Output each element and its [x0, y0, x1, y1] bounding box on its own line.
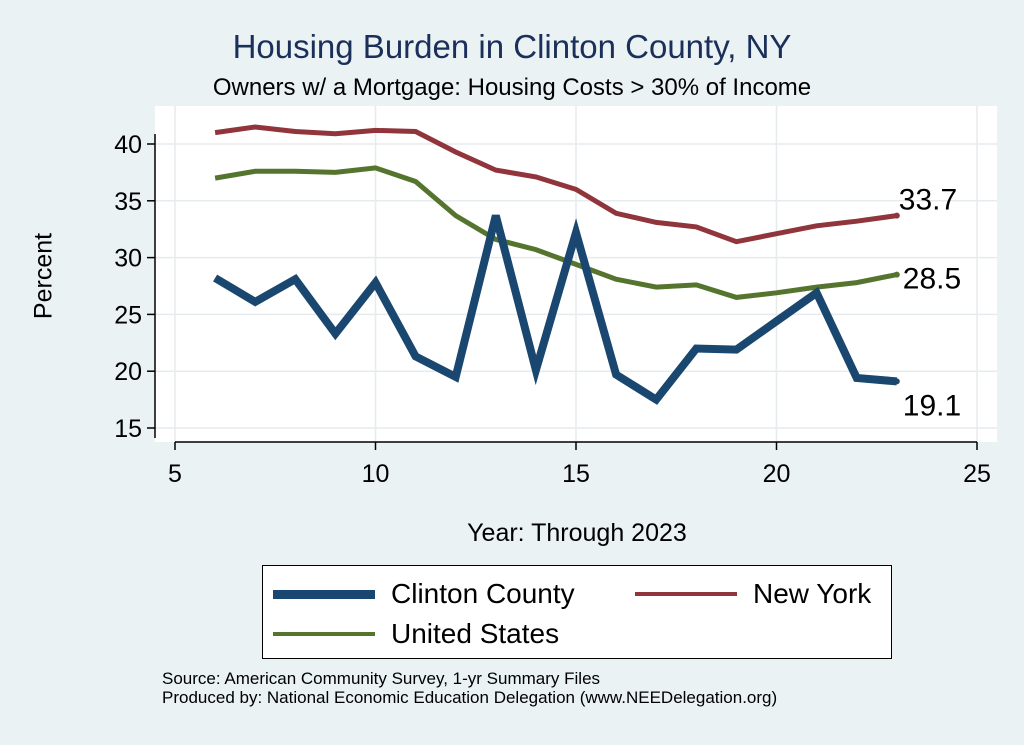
x-tick-label-20: 20: [763, 460, 791, 488]
legend-swatch-new-york: [635, 592, 737, 596]
axes: 15 20 25 30 35 40 5 10 15 20 25: [114, 131, 991, 488]
legend-item-united-states: United States: [273, 618, 559, 650]
series-lines: [213, 124, 900, 405]
y-tick-label-35: 35: [114, 188, 142, 216]
y-tick-label-40: 40: [114, 131, 142, 159]
producer-line: Produced by: National Economic Education…: [162, 688, 778, 707]
gridlines: [155, 106, 997, 442]
legend-item-clinton-county: Clinton County: [273, 578, 575, 610]
series-line-united-states: [214, 165, 898, 300]
source-note: Source: American Community Survey, 1-yr …: [162, 669, 777, 707]
legend: Clinton County New York United States: [262, 565, 892, 659]
chart-title: Housing Burden in Clinton County, NY: [232, 28, 792, 65]
y-tick-label-15: 15: [114, 415, 142, 443]
y-tick-label-20: 20: [114, 358, 142, 386]
legend-item-new-york: New York: [635, 578, 871, 610]
source-line: Source: American Community Survey, 1-yr …: [162, 669, 601, 688]
legend-swatch-clinton-county: [273, 589, 375, 599]
end-label-united-states: 28.5: [903, 263, 961, 296]
end-label-new-york: 33.7: [899, 184, 957, 217]
y-tick-label-30: 30: [114, 245, 142, 273]
x-axis-label: Year: Through 2023: [467, 519, 687, 547]
chart-subtitle: Owners w/ a Mortgage: Housing Costs > 30…: [212, 74, 812, 101]
x-tick-label-15: 15: [562, 460, 590, 488]
legend-label-united-states: United States: [391, 618, 560, 649]
x-tick-label-10: 10: [362, 460, 390, 488]
legend-swatch-united-states: [273, 632, 375, 636]
series-line-new-york: [214, 124, 898, 245]
end-point-united-states: [893, 271, 900, 278]
series-line-clinton-county: [213, 214, 898, 405]
x-tick-label-5: 5: [168, 460, 182, 488]
y-axis-label: Percent: [29, 232, 58, 320]
legend-label-clinton-county: Clinton County: [391, 578, 575, 609]
end-label-clinton-county: 19.1: [903, 389, 961, 422]
y-tick-label-25: 25: [114, 301, 142, 329]
x-tick-label-25: 25: [963, 460, 991, 488]
legend-label-new-york: New York: [753, 578, 872, 609]
end-labels: 19.1 33.7 28.5: [899, 184, 961, 423]
end-point-clinton-county: [893, 378, 900, 385]
end-point-new-york: [893, 212, 900, 219]
